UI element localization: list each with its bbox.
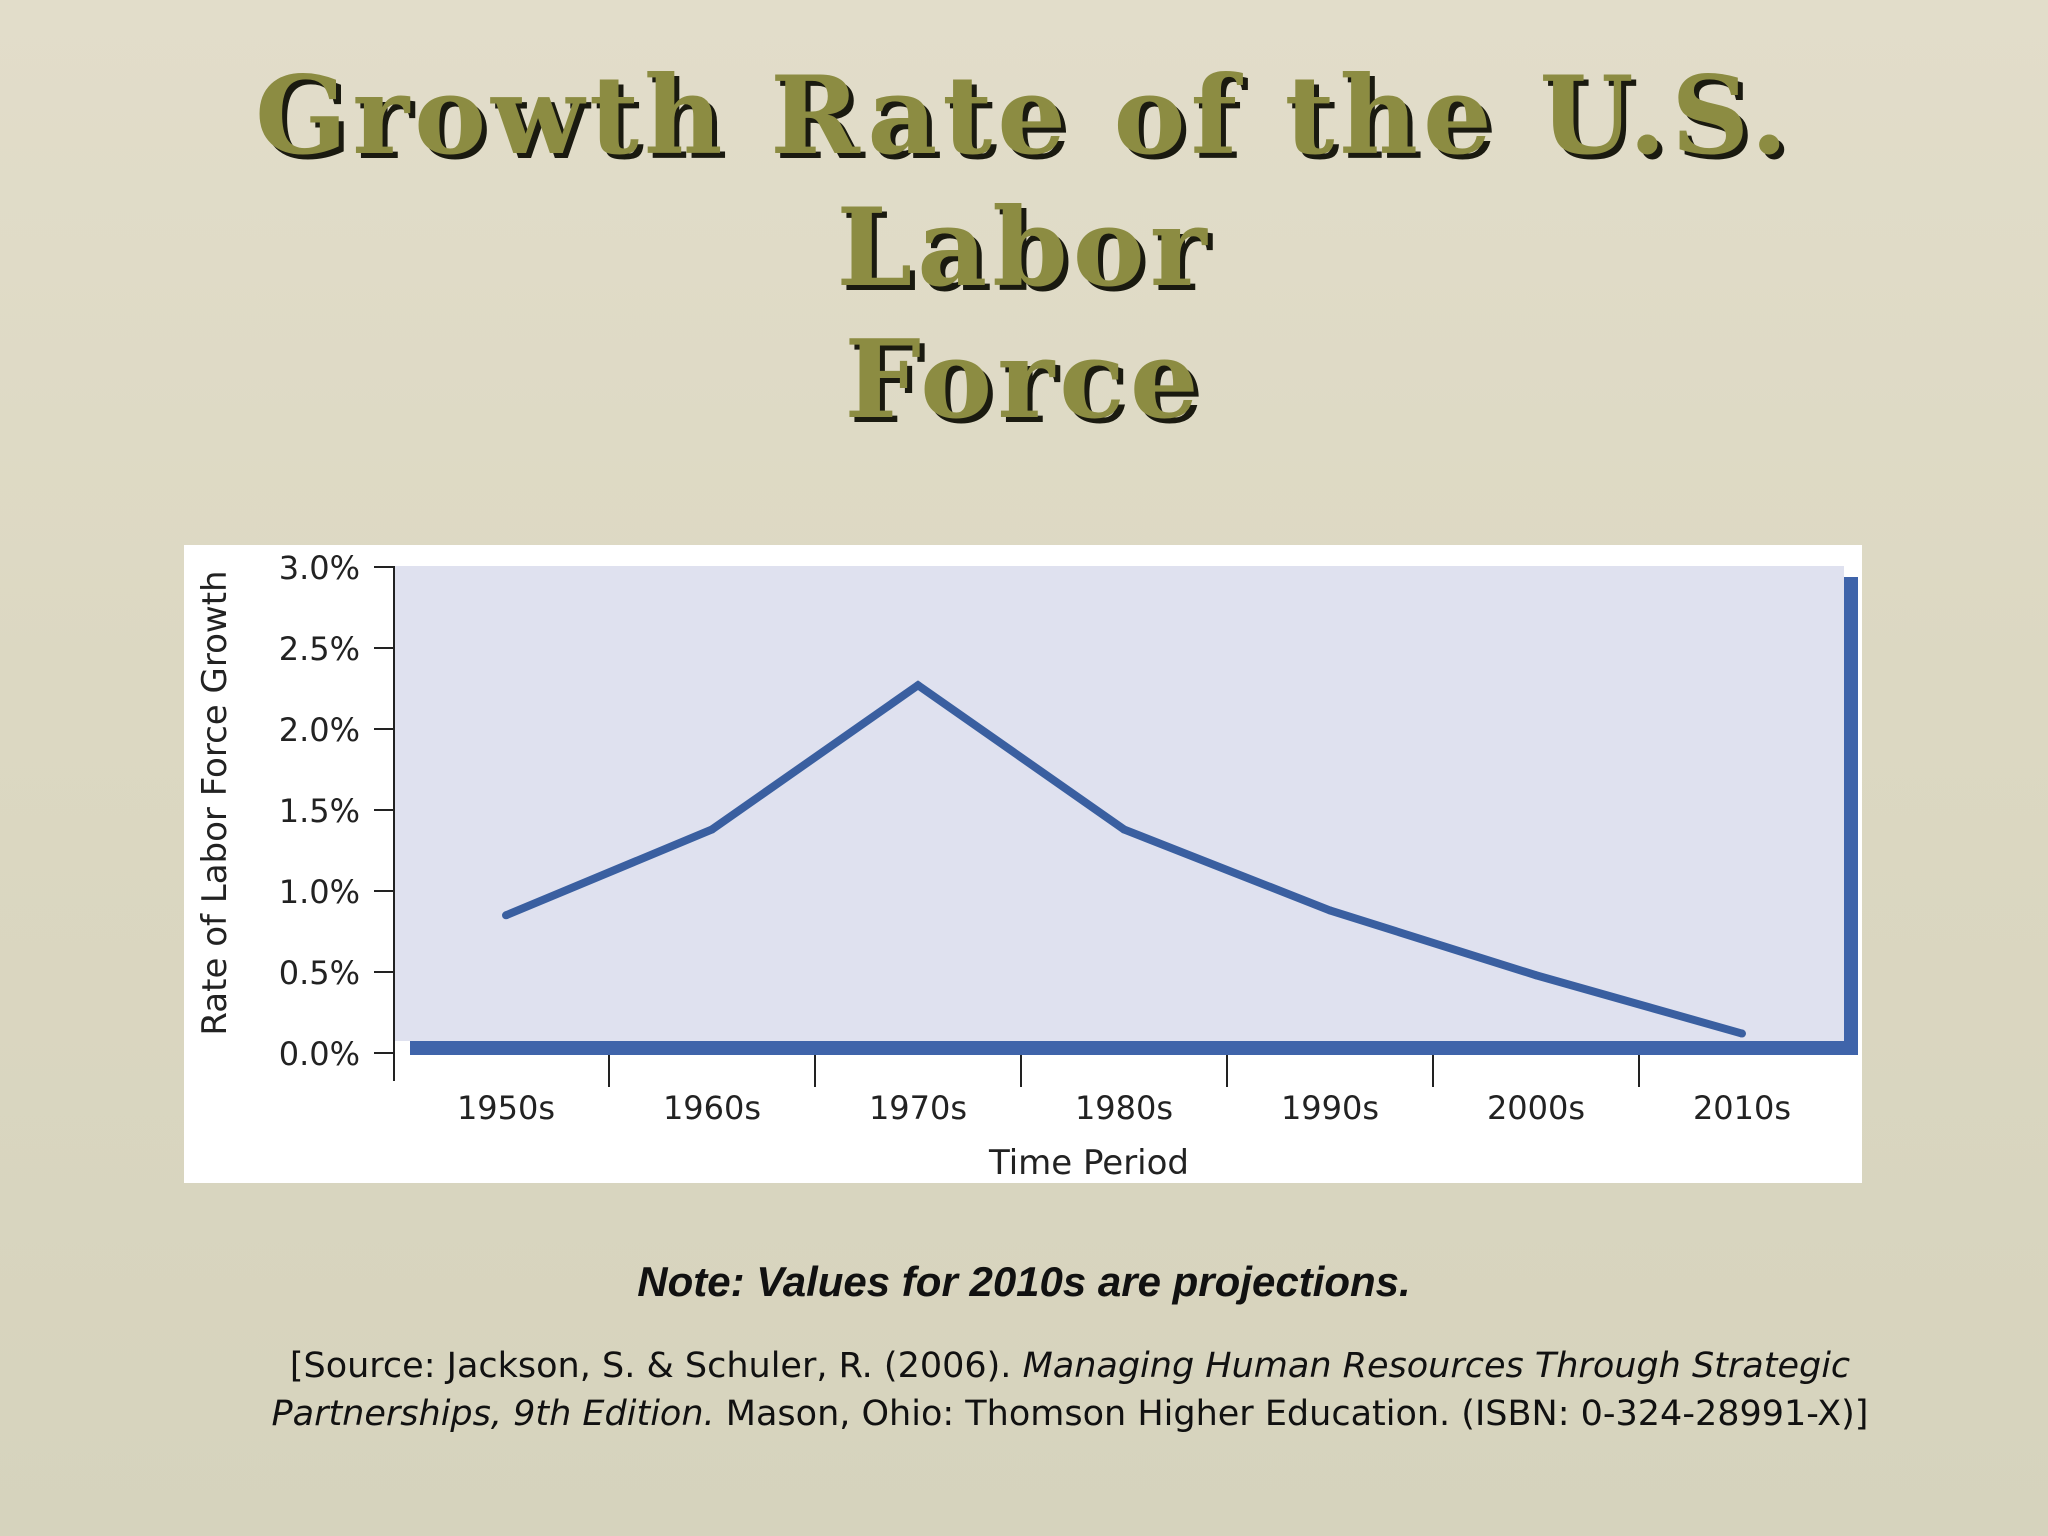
y-tick-label: 1.0% [279,873,360,911]
x-tick-label-1960s: 1960s [663,1089,761,1127]
data-point-1950s [502,911,510,920]
series-points [502,681,1746,1038]
x-tick-label-1980s: 1980s [1075,1089,1173,1127]
data-point-2010s [1738,1029,1746,1038]
y-tick-label: 2.0% [279,711,360,749]
y-tick-label: 3.0% [279,549,360,587]
y-tick-label: 0.0% [279,1035,360,1073]
data-point-1970s [914,681,922,690]
data-point-1960s [708,825,716,834]
x-tick-label-1990s: 1990s [1281,1089,1379,1127]
x-axis-ticks: 1950s 1960s 1970s 1980s 1990s 2000s 2010s [457,1055,1791,1127]
x-tick-label-2010s: 2010s [1693,1089,1791,1127]
labor-force-growth-chart: 0.0%0.5%1.0%1.5%2.0%2.5%3.0% 1950s 1960s 1… [195,549,1858,1183]
slide-title-line-1: Growth Rate of the U.S. Labor [255,53,1793,311]
y-tick-label: 2.5% [279,630,360,668]
x-axis-label: Time Period [988,1143,1189,1183]
source-book-title: Managing Human Resources Through Strateg… [271,1346,1851,1434]
x-tick-label-2000s: 2000s [1487,1089,1585,1127]
data-point-1980s [1120,825,1128,834]
data-point-1990s [1326,906,1334,915]
slide-title-line-2: Force [844,317,1204,443]
plot-frame-bottom [410,1041,1858,1055]
y-tick-label: 0.5% [279,954,360,992]
source-suffix: Mason, Ohio: Thomson Higher Education. (… [714,1394,1869,1434]
projection-note: Note: Values for 2010s are projections. [637,1258,1411,1305]
y-axis-label: Rate of Labor Force Growth [195,570,235,1035]
chart-container: 0.0% 0.5% 1.0% 1.5% 2.0% 2.5% 3.0% 1950s 1960s 1… [184,545,1862,1183]
plot-background [394,566,1844,1041]
source-citation: [Source: Jackson, S. & Schuler, R. (2006… [200,1342,1940,1438]
y-tick-label: 1.5% [279,792,360,830]
x-tick-label-1970s: 1970s [869,1089,967,1127]
x-tick-label-1950s: 1950s [457,1089,555,1127]
plot-frame-right [1844,577,1858,1055]
slide-title: Growth Rate of the U.S. Labor Force [100,50,1948,446]
y-axis-ticks: 0.0% 0.5% 1.0% 1.5% 2.0% 2.5% 3.0% [279,549,394,1073]
source-prefix: [Source: Jackson, S. & Schuler, R. (2006… [289,1346,1023,1386]
data-point-2000s [1532,971,1540,980]
